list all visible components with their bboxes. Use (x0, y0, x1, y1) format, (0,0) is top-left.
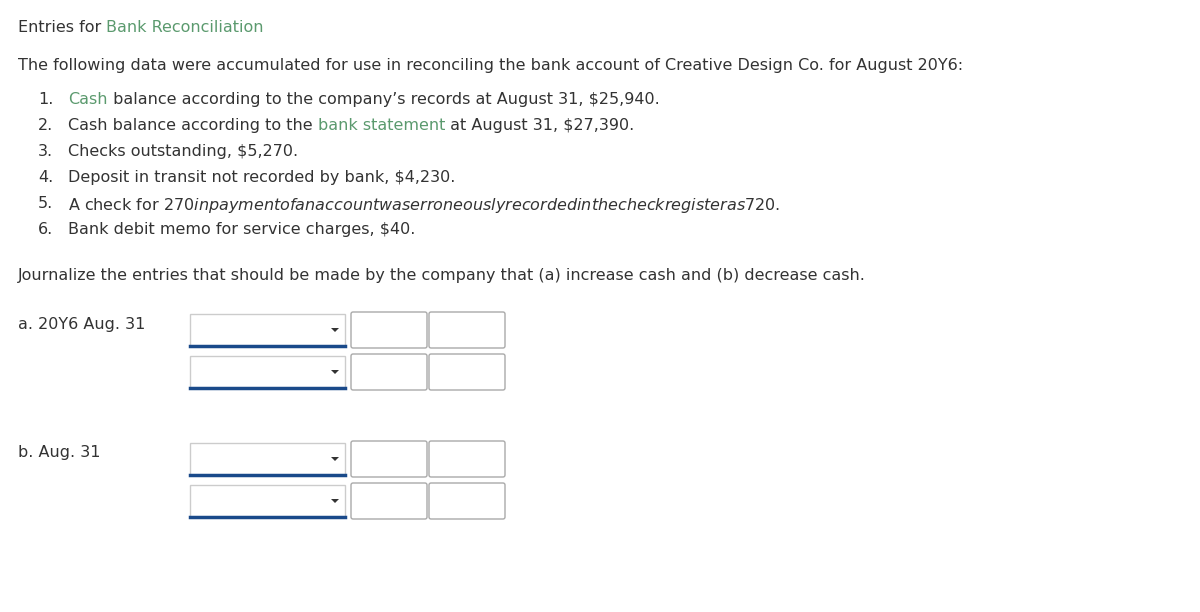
Text: Cash balance according to the: Cash balance according to the (68, 118, 318, 133)
Text: A check for $270 in payment of an account was erroneously recorded in the check : A check for $270 in payment of an accoun… (68, 196, 780, 215)
FancyBboxPatch shape (430, 441, 505, 477)
Text: 1.: 1. (38, 92, 53, 107)
FancyBboxPatch shape (190, 443, 346, 475)
Text: Cash: Cash (68, 92, 108, 107)
Polygon shape (331, 370, 340, 374)
Polygon shape (331, 328, 340, 332)
Text: 4.: 4. (38, 170, 53, 185)
Text: a. 20Y6 Aug. 31: a. 20Y6 Aug. 31 (18, 316, 145, 332)
Polygon shape (331, 457, 340, 461)
Text: 5.: 5. (38, 196, 53, 211)
FancyBboxPatch shape (352, 312, 427, 348)
Text: 3.: 3. (38, 144, 53, 159)
Polygon shape (331, 499, 340, 503)
Text: b. Aug. 31: b. Aug. 31 (18, 446, 101, 460)
Text: Deposit in transit not recorded by bank, $4,230.: Deposit in transit not recorded by bank,… (68, 170, 455, 185)
Text: balance according to the company’s records at August 31, $25,940.: balance according to the company’s recor… (108, 92, 659, 107)
FancyBboxPatch shape (190, 485, 346, 517)
FancyBboxPatch shape (352, 354, 427, 390)
FancyBboxPatch shape (430, 483, 505, 519)
FancyBboxPatch shape (430, 354, 505, 390)
FancyBboxPatch shape (430, 312, 505, 348)
FancyBboxPatch shape (352, 483, 427, 519)
Text: Entries for: Entries for (18, 20, 107, 35)
Text: Checks outstanding, $5,270.: Checks outstanding, $5,270. (68, 144, 298, 159)
Text: The following data were accumulated for use in reconciling the bank account of C: The following data were accumulated for … (18, 58, 964, 73)
FancyBboxPatch shape (190, 314, 346, 346)
Text: Bank Reconciliation: Bank Reconciliation (107, 20, 264, 35)
Text: at August 31, $27,390.: at August 31, $27,390. (445, 118, 635, 133)
Text: 2.: 2. (38, 118, 53, 133)
Text: Bank debit memo for service charges, $40.: Bank debit memo for service charges, $40… (68, 222, 415, 237)
FancyBboxPatch shape (352, 441, 427, 477)
Text: Journalize the entries that should be made by the company that (a) increase cash: Journalize the entries that should be ma… (18, 268, 866, 283)
FancyBboxPatch shape (190, 356, 346, 388)
Text: 6.: 6. (38, 222, 53, 237)
Text: bank statement: bank statement (318, 118, 445, 133)
